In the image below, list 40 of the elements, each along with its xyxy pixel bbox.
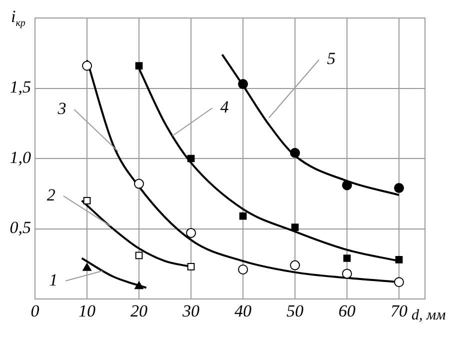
point: [290, 260, 300, 270]
point: [395, 256, 403, 264]
point: [134, 178, 144, 189]
point: [343, 254, 351, 262]
point: [342, 180, 352, 190]
point: [342, 268, 352, 279]
x-axis-title: d, мм: [412, 307, 446, 324]
point: [394, 277, 404, 288]
annotation: 3: [56, 98, 66, 118]
point: [135, 252, 143, 260]
point: [187, 154, 195, 162]
annotation: 4: [220, 97, 230, 116]
x-tick-label: 40: [234, 302, 252, 321]
x-tick-label: 20: [130, 302, 148, 321]
point: [82, 263, 92, 271]
point: [135, 62, 143, 70]
point: [394, 183, 404, 194]
point: [134, 281, 144, 290]
line-series: [221, 54, 400, 196]
x-tick-label: 30: [182, 302, 200, 321]
x-tick-label: 70: [390, 302, 408, 321]
point: [238, 264, 248, 274]
annotation: 2: [46, 185, 56, 204]
annotation: 5: [327, 49, 336, 68]
point: [83, 196, 91, 204]
x-tick-label: 60: [338, 302, 356, 321]
y-tick-label: 1,0: [10, 148, 32, 167]
point: [291, 224, 299, 232]
point: [82, 60, 92, 71]
point: [186, 228, 196, 238]
x-tick-label: 0: [30, 302, 40, 321]
x-tick-label: 50: [286, 302, 304, 321]
point: [290, 148, 300, 158]
y-tick-label: 1,5: [10, 78, 31, 97]
annotation: 1: [49, 270, 58, 290]
y-tick-label: 0,5: [10, 218, 31, 238]
point: [238, 79, 248, 90]
x-tick-label: 10: [78, 302, 96, 321]
point: [187, 263, 195, 270]
point: [239, 212, 247, 220]
